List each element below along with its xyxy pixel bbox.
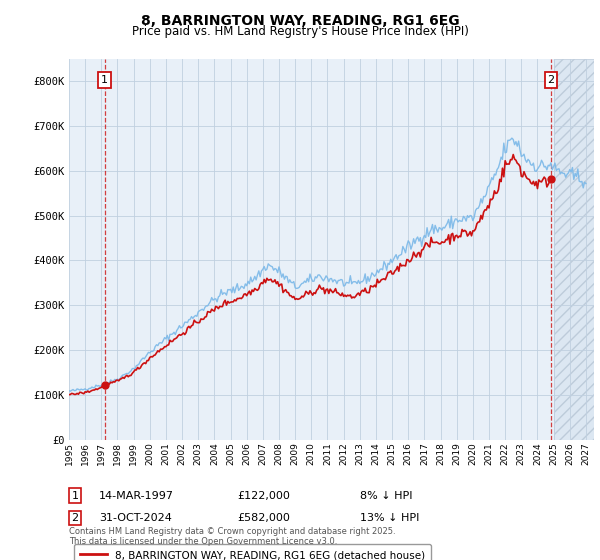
Text: £122,000: £122,000 <box>237 491 290 501</box>
Text: Contains HM Land Registry data © Crown copyright and database right 2025.
This d: Contains HM Land Registry data © Crown c… <box>69 526 395 546</box>
Text: 2: 2 <box>547 74 554 85</box>
Text: £582,000: £582,000 <box>237 513 290 523</box>
Legend: 8, BARRINGTON WAY, READING, RG1 6EG (detached house), HPI: Average price, detach: 8, BARRINGTON WAY, READING, RG1 6EG (det… <box>74 544 431 560</box>
Text: 1: 1 <box>101 74 108 85</box>
Text: 8, BARRINGTON WAY, READING, RG1 6EG: 8, BARRINGTON WAY, READING, RG1 6EG <box>140 14 460 28</box>
Text: 2: 2 <box>71 513 79 523</box>
Text: 13% ↓ HPI: 13% ↓ HPI <box>360 513 419 523</box>
Text: 8% ↓ HPI: 8% ↓ HPI <box>360 491 413 501</box>
Text: 1: 1 <box>71 491 79 501</box>
Text: Price paid vs. HM Land Registry's House Price Index (HPI): Price paid vs. HM Land Registry's House … <box>131 25 469 38</box>
Bar <box>554 59 594 440</box>
Text: 31-OCT-2024: 31-OCT-2024 <box>99 513 172 523</box>
Text: 14-MAR-1997: 14-MAR-1997 <box>99 491 174 501</box>
